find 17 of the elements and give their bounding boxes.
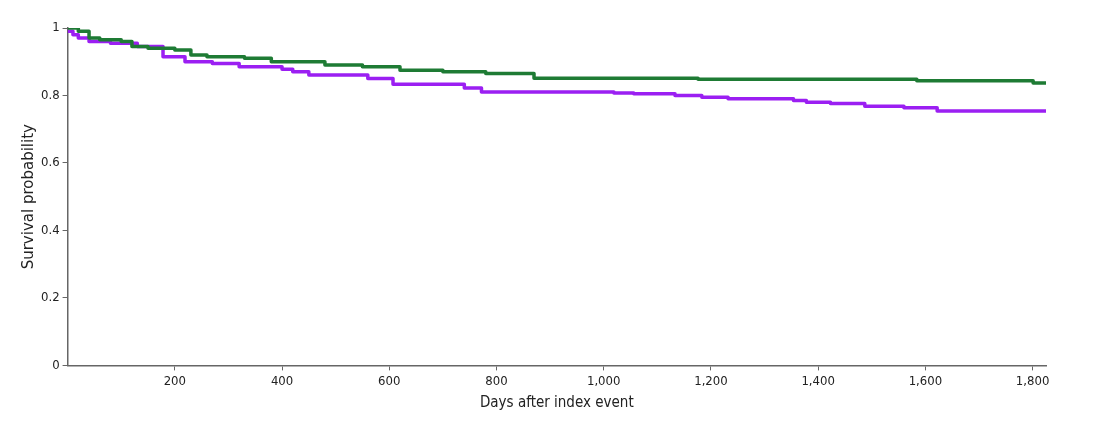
x-tick-label: 600 — [378, 372, 401, 388]
x-tick-label: 1,000 — [586, 372, 621, 388]
y-axis-title: Survival probability — [18, 123, 37, 270]
x-tick-label: 1,400 — [801, 372, 835, 388]
x-tick-label: 1,200 — [694, 372, 728, 388]
y-tick-label: 0.2 — [41, 289, 60, 305]
x-axis-title: Days after index event — [479, 392, 634, 411]
x-tick-label: 1,600 — [908, 372, 943, 388]
y-tick-label: 0.4 — [41, 221, 60, 237]
y-tick-label: 0.8 — [41, 86, 60, 102]
x-tick-label: 800 — [485, 372, 508, 388]
y-tick-label: 0.6 — [41, 154, 60, 170]
y-tick-label: 1 — [52, 19, 60, 35]
x-tick-label: 200 — [163, 372, 186, 388]
y-tick-label: 0 — [52, 356, 60, 372]
x-tick-label: 1,800 — [1015, 372, 1050, 388]
x-tick-label: 400 — [270, 372, 294, 388]
